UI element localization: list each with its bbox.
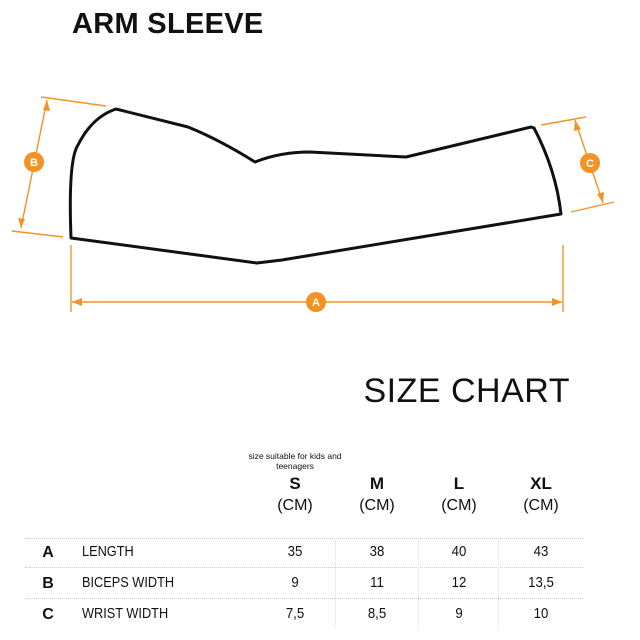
column-header-s: S (289, 474, 301, 493)
column-unit: (CM) (359, 497, 395, 514)
marker-b-label: B (30, 157, 38, 169)
row-label: WRIST WIDTH (82, 605, 169, 622)
marker-c (580, 153, 600, 173)
size-chart-title: SIZE CHART (363, 372, 570, 410)
column-header-m: M (369, 474, 385, 493)
marker-a-label: A (312, 297, 320, 309)
column-header-l: L (453, 474, 465, 493)
c-tick-top (540, 116, 587, 126)
column-unit: (CM) (441, 497, 477, 514)
column-divider (418, 540, 419, 628)
page-title: ARM SLEEVE (72, 8, 264, 40)
arm-sleeve-diagram: B C A (11, 96, 615, 312)
cell-value: 35 (287, 543, 303, 560)
c-arrow-bottom (597, 192, 604, 203)
column-header-xl: XL (530, 474, 552, 493)
row-label: BICEPS WIDTH (82, 574, 175, 591)
a-arrow-left (72, 298, 82, 306)
cell-value: 10 (533, 605, 549, 622)
cell-value: 12 (451, 574, 467, 591)
cell-value: 11 (370, 574, 384, 591)
b-tick-top (40, 96, 107, 107)
cell-value: 38 (369, 543, 385, 560)
b-tick-bottom (11, 230, 64, 238)
row-divider (25, 538, 583, 539)
column-divider (335, 540, 336, 628)
cell-value: 13,5 (528, 574, 554, 591)
row-label: LENGTH (82, 543, 134, 560)
column-unit: (CM) (523, 497, 559, 514)
marker-b (24, 152, 44, 172)
marker-c-label: C (586, 158, 594, 170)
cell-value: 9 (455, 605, 463, 622)
b-arrow-bottom (18, 218, 25, 228)
row-letter: C (42, 606, 54, 623)
cell-value: 9 (291, 574, 299, 591)
cell-value: 8,5 (367, 605, 387, 622)
b-arrow-top (43, 100, 50, 111)
marker-a (306, 292, 326, 312)
cell-value: 40 (451, 543, 467, 560)
cell-value: 7,5 (285, 605, 305, 622)
column-divider (498, 540, 499, 628)
row-letter: A (42, 544, 54, 561)
c-tick-bottom (570, 201, 615, 213)
size-note: size suitable for kids and teenagers (248, 451, 342, 471)
c-arrow-top (574, 120, 581, 131)
sleeve-outline (68, 107, 563, 265)
a-arrow-right (552, 298, 562, 306)
row-divider (25, 598, 583, 599)
column-unit: (CM) (277, 497, 313, 514)
cell-value: 43 (533, 543, 549, 560)
row-letter: B (42, 575, 54, 592)
row-divider (25, 567, 583, 568)
